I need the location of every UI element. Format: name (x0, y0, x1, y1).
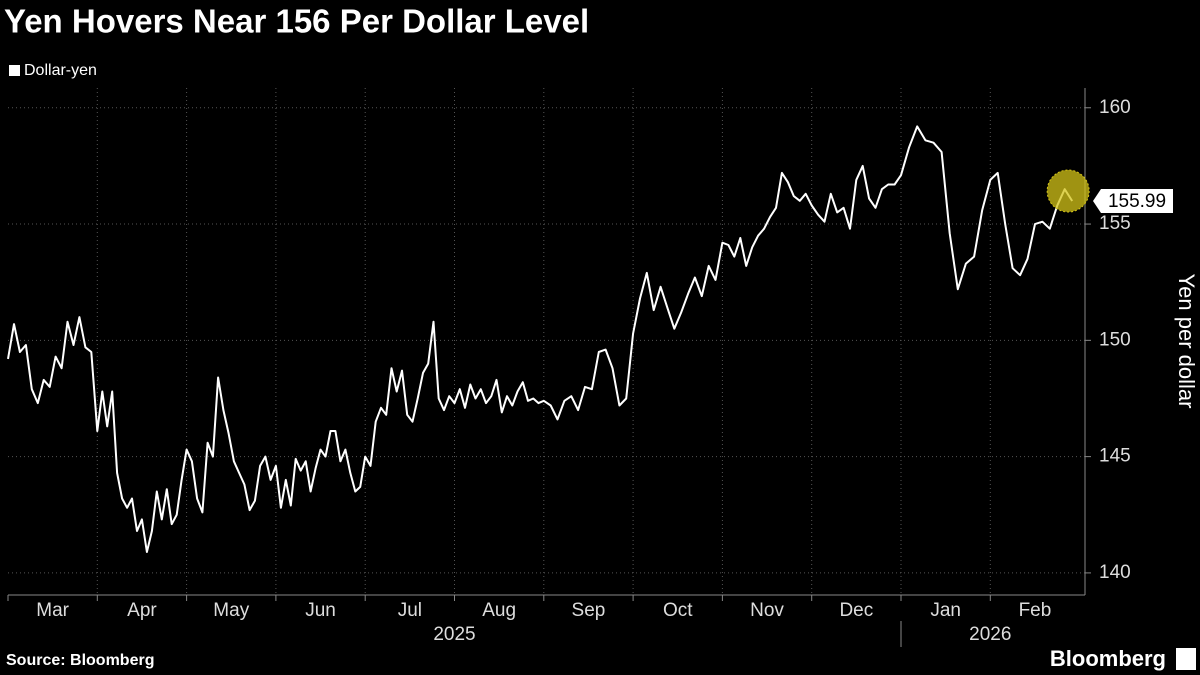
brand: Bloomberg (1050, 646, 1166, 671)
y-tick-label: 160 (1099, 97, 1131, 118)
x-tick-label: Jul (398, 600, 422, 621)
y-axis-title: Yen per dollar (1174, 274, 1199, 409)
y-tick-label: 145 (1099, 446, 1131, 467)
x-tick-label: Oct (663, 600, 693, 621)
y-tick-label: 150 (1099, 329, 1131, 350)
legend-swatch (9, 65, 20, 76)
year-label: 2026 (969, 624, 1011, 645)
y-tick-label: 140 (1099, 562, 1131, 583)
x-tick-label: Dec (839, 600, 873, 621)
x-tick-label: Mar (36, 600, 69, 621)
x-tick-label: Apr (127, 600, 157, 621)
brand-icon (1176, 648, 1196, 670)
data-line (7, 125, 1074, 553)
x-tick-label: Aug (482, 600, 516, 621)
value-callout (1093, 189, 1173, 214)
value-label: 155.99 (1108, 191, 1166, 212)
x-tick-label: Jan (930, 600, 961, 621)
highlight (1046, 169, 1090, 213)
x-tick-label: May (213, 600, 249, 621)
x-tick-label: Sep (572, 600, 606, 621)
x-tick-label: Nov (750, 600, 784, 621)
x-tick-label: Feb (1019, 600, 1052, 621)
source: Source: Bloomberg (6, 652, 154, 669)
legend-label: Dollar-yen (24, 62, 97, 79)
chart-title: Yen Hovers Near 156 Per Dollar Level (4, 3, 589, 40)
x-tick-label: Jun (305, 600, 336, 621)
y-tick-label: 155 (1099, 213, 1131, 234)
year-label: 2025 (433, 624, 475, 645)
